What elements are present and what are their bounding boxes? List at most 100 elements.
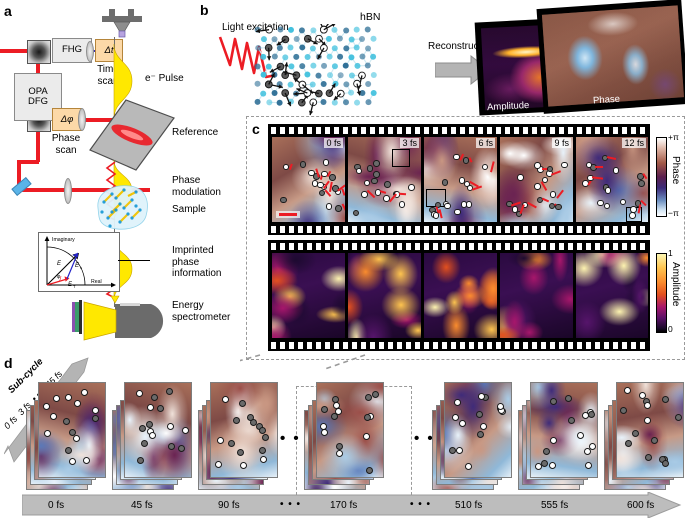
atom-marker: [517, 174, 524, 181]
phase-card-front[interactable]: [530, 382, 598, 478]
atom-marker: [459, 177, 466, 184]
phase-colorbar-title: Phase: [670, 156, 681, 184]
atom-marker: [353, 210, 360, 217]
atom-marker: [69, 458, 76, 465]
amplitude-frame[interactable]: [424, 253, 497, 338]
phase-caption: Phase: [593, 94, 621, 107]
phasor-connector: [118, 260, 150, 261]
atom-marker: [624, 387, 631, 394]
displacement-arrow: [527, 201, 536, 207]
timeline-tick: 90 fs: [218, 500, 240, 511]
atom-marker: [65, 447, 72, 454]
atom-marker: [613, 167, 620, 174]
atom-marker: [240, 462, 247, 469]
atom-marker: [239, 400, 246, 407]
displacement-arrow: [389, 194, 397, 203]
atom-marker: [534, 162, 541, 169]
atom-marker: [182, 427, 189, 434]
phase-frame[interactable]: 6 fs: [424, 137, 497, 222]
delta-phi-label: Δφ: [61, 114, 74, 125]
phase-frame[interactable]: 12 fs: [576, 137, 648, 222]
filmstrip-amplitude: [268, 240, 650, 351]
phase-card-front[interactable]: [616, 382, 684, 478]
atom-marker: [477, 431, 484, 438]
phasor-diagram: Imaginary Real E E s E T φ: [38, 232, 120, 292]
atom-marker: [675, 414, 682, 421]
atom-marker: [363, 433, 370, 440]
atom-marker: [465, 463, 472, 470]
atom-marker: [644, 417, 651, 424]
atom-marker: [335, 408, 342, 415]
atom-marker: [662, 396, 669, 403]
phase-card-front[interactable]: [124, 382, 192, 478]
atom-marker: [237, 449, 244, 456]
atom-marker: [645, 454, 652, 461]
displacement-arrow: [595, 166, 603, 168]
hbn-lattice: [250, 24, 440, 119]
panel-d-timeline: d Sub-cycle 0 fs 3 fs • • • 45 fs • • • …: [0, 348, 685, 521]
phase-frame[interactable]: 9 fs: [500, 137, 573, 222]
atom-marker: [373, 171, 380, 178]
atom-marker: [308, 170, 315, 177]
reference-caption: Reference: [172, 127, 218, 139]
atom-marker: [228, 440, 235, 447]
amplitude-frame[interactable]: [348, 253, 421, 338]
phase-frame[interactable]: 3 fs: [348, 137, 421, 222]
phase-frame[interactable]: 0 fs: [272, 137, 345, 222]
atom-marker: [83, 457, 90, 464]
lens-icon: [78, 108, 86, 131]
atom-marker: [280, 197, 287, 204]
atom-marker: [364, 180, 371, 187]
atom-marker: [399, 201, 406, 208]
roi-box: [392, 149, 410, 167]
phase-map-thumb: Phase: [537, 0, 685, 114]
atom-marker: [482, 164, 489, 171]
atom-marker: [178, 445, 185, 452]
atom-marker: [81, 389, 88, 396]
atom-marker: [147, 404, 154, 411]
atom-marker: [433, 212, 440, 219]
amplitude-frame[interactable]: [272, 253, 345, 338]
amplitude-frame[interactable]: [576, 253, 648, 338]
atom-marker: [366, 467, 373, 474]
atom-marker: [222, 396, 229, 403]
timeline-tick: 555 fs: [541, 500, 568, 511]
timeline-tick: 170 fs: [330, 500, 357, 511]
amplitude-frame[interactable]: [500, 253, 573, 338]
displacement-arrow: [472, 185, 482, 190]
displacement-arrow: [341, 188, 345, 195]
atom-marker: [373, 160, 380, 167]
atom-marker: [326, 203, 333, 210]
svg-text:s: s: [80, 265, 82, 270]
atom-marker: [577, 432, 584, 439]
phase-card-front[interactable]: [444, 382, 512, 478]
atom-marker: [605, 187, 612, 194]
atom-marker: [260, 456, 267, 463]
amplitude-caption: Amplitude: [487, 100, 530, 113]
spectrometer-caption: Energy spectrometer: [172, 300, 230, 323]
frame-timestamp: 9 fs: [552, 138, 571, 148]
phase-card-front[interactable]: [210, 382, 278, 478]
phase-card-front[interactable]: [38, 382, 106, 478]
phase-card-front[interactable]: [316, 382, 384, 478]
frame-timestamp: 6 fs: [476, 138, 495, 148]
atom-marker: [356, 168, 363, 175]
panel-b-concept: b Light excitation hBN Reconstruction Am…: [200, 0, 685, 120]
atom-marker: [638, 180, 645, 187]
atom-marker: [300, 161, 307, 168]
atom-marker: [146, 421, 153, 428]
timeline-ellipsis: • • •: [280, 499, 301, 510]
timeline-tick: 600 fs: [627, 500, 654, 511]
atom-marker: [259, 447, 266, 454]
phase-modulation-caption: Phase modulation: [172, 175, 221, 198]
displacement-arrow: [342, 204, 345, 213]
atom-marker: [625, 440, 632, 447]
atom-marker: [63, 418, 70, 425]
imprinted-phase-caption: Imprinted phase information: [172, 245, 221, 280]
atom-marker: [550, 398, 557, 405]
atom-marker: [597, 200, 604, 207]
atom-marker: [141, 440, 148, 447]
atom-marker: [247, 414, 254, 421]
panel-c-filmstrips: c 0 fs: [246, 116, 685, 360]
frame-timestamp: 12 fs: [622, 138, 646, 148]
